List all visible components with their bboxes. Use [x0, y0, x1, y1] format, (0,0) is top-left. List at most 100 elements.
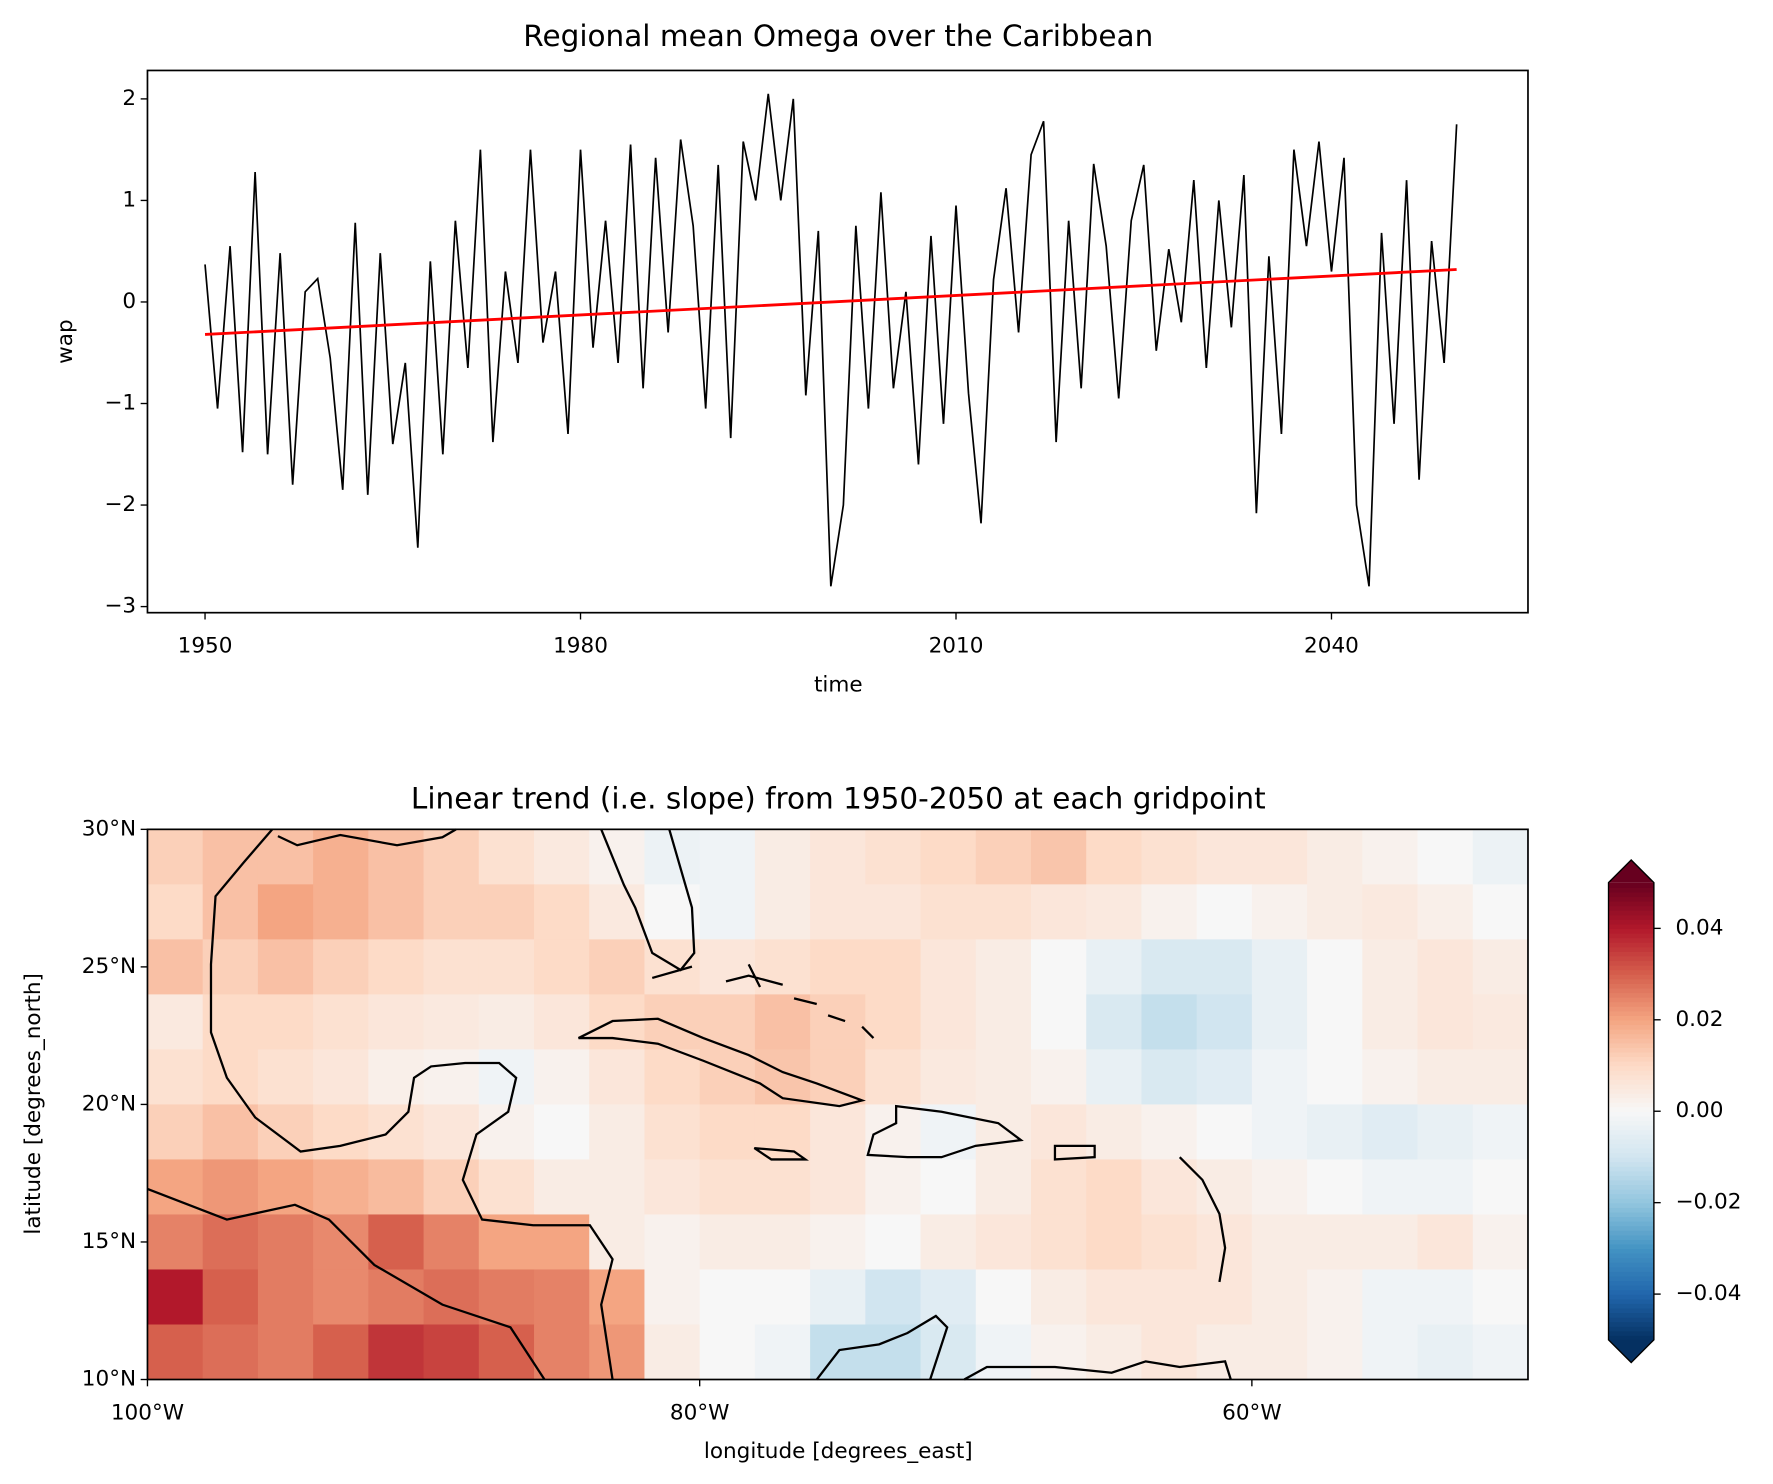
heatmap-cell: [865, 884, 922, 940]
heatmap-cell: [478, 1324, 535, 1381]
heatmap-cell: [423, 994, 480, 1050]
heatmap-cell: [810, 939, 866, 995]
coastlines: [147, 828, 1232, 1381]
colorbar-segment: [1608, 951, 1654, 957]
colorbar-segment: [1608, 1298, 1654, 1304]
heatmap-cell: [589, 829, 646, 885]
colorbar-segment: [1608, 1284, 1654, 1291]
heatmap-cell: [865, 1049, 922, 1105]
heatmap-cell: [699, 1159, 756, 1216]
heatmap-cell: [1472, 994, 1529, 1050]
heatmap-cell: [754, 1269, 811, 1326]
heatmap-cell: [1307, 829, 1363, 885]
heatmap-cell: [589, 1214, 646, 1271]
colorbar-segment: [1608, 1170, 1654, 1176]
heatmap-cell: [202, 1159, 259, 1216]
heatmap-cell: [1030, 1269, 1087, 1326]
heatmap-cell: [534, 1214, 590, 1271]
heatmap-cell: [644, 1104, 701, 1161]
heatmap-cell: [1251, 994, 1308, 1050]
heatmap-cell: [147, 884, 204, 940]
colorbar-segment: [1608, 910, 1654, 916]
heatmap-cell: [865, 1324, 922, 1381]
colorbar-segment: [1608, 1156, 1654, 1163]
colorbar-segment: [1608, 1134, 1654, 1140]
colorbar-segment: [1608, 1280, 1654, 1286]
heatmap-cell: [754, 994, 811, 1050]
heatmap-cell: [1196, 1324, 1253, 1381]
heatmap-cell: [865, 994, 922, 1050]
heatmap-cell: [810, 829, 866, 885]
colorbar-segment: [1608, 882, 1654, 888]
heatmap-cell: [975, 1269, 1032, 1326]
heatmap-cell: [699, 884, 756, 940]
heatmap-cell: [257, 884, 314, 940]
colorbar-segment: [1608, 914, 1654, 920]
colorbar-segment: [1608, 1120, 1654, 1126]
heatmap-cell: [589, 1104, 646, 1161]
heatmap-cell: [1030, 939, 1087, 995]
colorbar-segment: [1608, 969, 1654, 975]
colorbar-segment: [1608, 1316, 1654, 1323]
colorbar-segment: [1608, 1102, 1654, 1108]
heatmap-cell: [423, 884, 480, 940]
colorbar-segment: [1608, 992, 1654, 998]
colorbar-segment: [1608, 1198, 1654, 1204]
heatmap-cell: [1307, 939, 1363, 995]
colorbar-segment: [1608, 1335, 1654, 1341]
heatmap-cell: [1362, 1159, 1419, 1216]
y-tick-label: 30°N: [82, 816, 136, 841]
heatmap-cell: [257, 939, 314, 995]
heatmap-cell: [1362, 1049, 1419, 1105]
heatmap-cell: [257, 1049, 314, 1105]
heatmap-cell: [1141, 1269, 1198, 1326]
heatmap-cell: [1141, 1104, 1198, 1161]
heatmap-cell: [1030, 1214, 1087, 1271]
heatmap-cell: [1417, 939, 1474, 995]
heatmap-cell: [865, 1214, 922, 1271]
heatmap-cell: [1472, 1269, 1529, 1326]
colorbar-segment: [1608, 1038, 1654, 1044]
colorbar-segment: [1608, 905, 1654, 911]
heatmap-cell: [1141, 939, 1198, 995]
heatmap-cell: [478, 884, 535, 940]
colorbar-segment: [1608, 1275, 1654, 1282]
colorbar-segment: [1608, 1166, 1654, 1172]
heatmap-cell: [1307, 1159, 1363, 1216]
heatmap-cell: [1307, 994, 1363, 1050]
heatmap-cell: [147, 1049, 204, 1105]
colorbar-segment: [1608, 974, 1654, 980]
heatmap-cell: [1307, 1324, 1363, 1381]
colorbar-segment: [1608, 1271, 1654, 1277]
heatmap-cell: [202, 1049, 259, 1105]
colorbar-segment: [1608, 1225, 1654, 1231]
heatmap-cell: [754, 829, 811, 885]
heatmap-cell: [1417, 1324, 1474, 1381]
colorbar-segment: [1608, 1326, 1654, 1332]
heatmap-cell: [865, 1159, 922, 1216]
heatmap-cell: [810, 1104, 866, 1161]
x-tick-label: 2010: [929, 634, 984, 659]
heatmap-cell: [1030, 994, 1087, 1050]
colorbar-segment: [1608, 1211, 1654, 1218]
heatmap-cell: [920, 1324, 977, 1381]
heatmap-cell: [1030, 1104, 1087, 1161]
x-tick-label: 60°W: [1222, 1401, 1282, 1426]
heatmap-cell: [1196, 1269, 1253, 1326]
colorbar-segment: [1608, 1015, 1654, 1021]
heatmap-cell: [1307, 1269, 1363, 1326]
colorbar-segment: [1608, 928, 1654, 934]
heatmap-cell: [644, 994, 701, 1050]
heatmap-cell: [147, 994, 204, 1050]
colorbar-segment: [1608, 937, 1654, 943]
x-tick-label: 2040: [1304, 634, 1359, 659]
heatmap-cell: [1196, 829, 1253, 885]
heatmap-cell: [810, 1159, 866, 1216]
heatmap-cell: [1417, 994, 1474, 1050]
colorbar-segment: [1608, 1307, 1654, 1314]
heatmap-cell: [589, 1269, 646, 1326]
heatmap-cell: [975, 1049, 1032, 1105]
heatmap-cell: [754, 1324, 811, 1381]
colorbar-segment: [1608, 955, 1654, 962]
